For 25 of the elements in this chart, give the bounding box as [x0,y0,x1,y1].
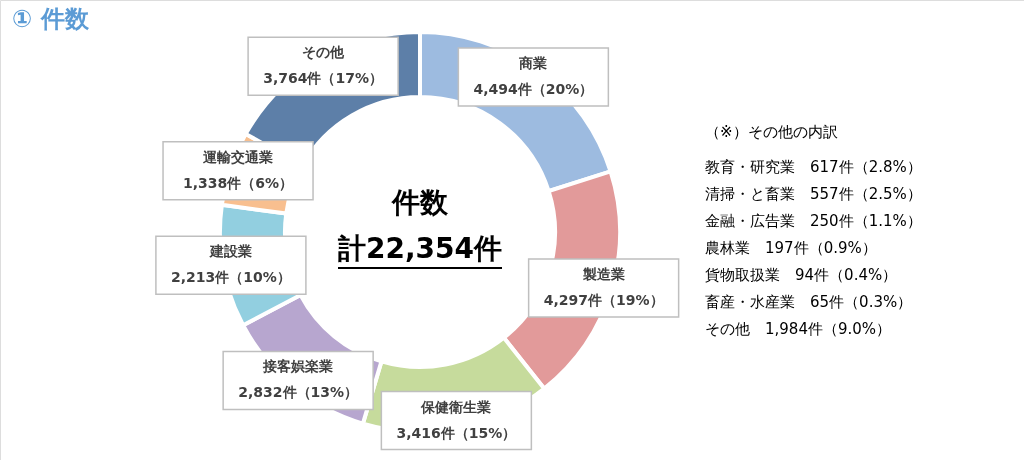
data-label: 2,213件（10%） [171,269,291,286]
slice-label: 運輸交通業 [202,148,274,165]
chart-title: ① 件数 [12,5,90,33]
text: その他 1,984件（9.0%） [705,320,892,338]
text: 件数 [391,186,449,219]
text: （※）その他の内訳 [705,123,838,141]
text: 計22,354件 [336,232,503,265]
slice-label: 保健衛生業 [420,398,492,415]
data-label: 3,416件（15%） [396,424,517,441]
text: 金融・広告業 250件（1.1%） [705,212,922,230]
text: 清掃・と畜業 557件（2.5%） [705,185,922,203]
data-label: 4,297件（19%） [543,292,664,309]
slice-label: 商業 [518,55,548,72]
data-label: 3,764件（17%） [263,70,383,87]
slice-label: 建設業 [208,243,252,260]
slice-label: 接客娯楽業 [262,358,334,375]
text: 貨物取扱業 94件（0.4%） [705,266,898,284]
text: 教育・研究業 617件（2.8%） [705,158,922,176]
slice-label: 製造業 [581,266,625,283]
data-label: 1,338件（6%） [183,174,294,191]
text: 農林業 197件（0.9%） [705,239,877,257]
slice-label: その他 [302,44,346,61]
text: 畜産・水産業 65件（0.3%） [705,293,913,311]
data-label: 4,494件（20%） [473,81,594,98]
data-label: 2,832件（13%） [238,384,359,401]
